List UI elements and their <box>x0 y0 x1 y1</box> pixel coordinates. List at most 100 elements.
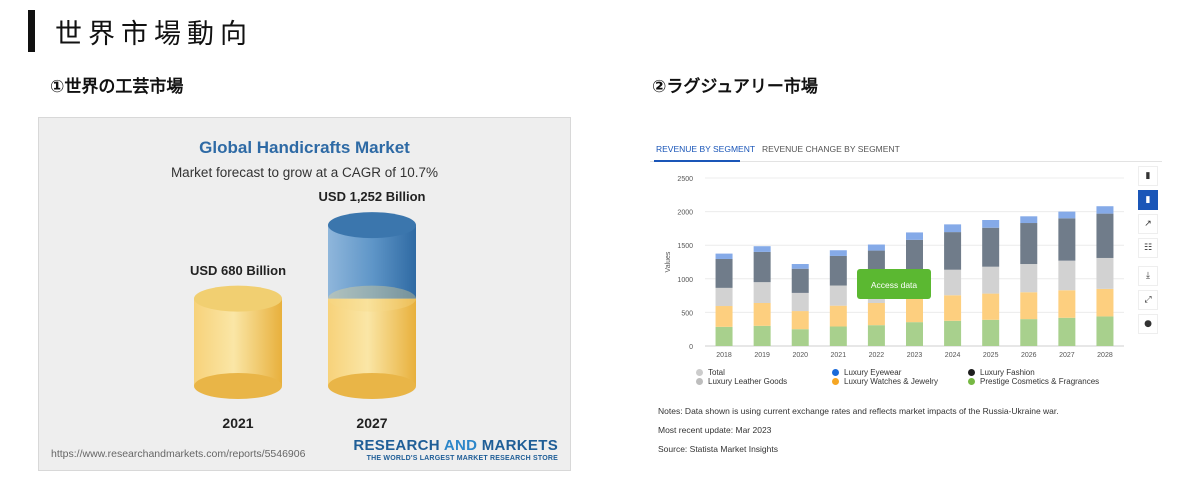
x-tick-label: 2027 <box>1059 352 1075 359</box>
bar-segment-2028 <box>1096 316 1114 346</box>
bar-segment-2028 <box>1096 206 1114 214</box>
bar-segment-2028 <box>1096 257 1114 289</box>
bar-segment-2021 <box>829 255 847 286</box>
column-chart-icon[interactable]: ▮ <box>1138 166 1158 186</box>
info-icon[interactable]: ● <box>1138 314 1158 334</box>
bar-segment-2019 <box>753 325 771 346</box>
value-label-2021: USD 680 Billion <box>189 262 287 278</box>
legend-dot <box>696 369 703 376</box>
x-tick-label: 2024 <box>945 352 961 359</box>
legend-label: Luxury Fashion <box>980 368 1035 377</box>
value-label-2027: USD 1,252 Billion <box>318 189 426 205</box>
cylinder-bottom-2027 <box>328 373 416 399</box>
bar-segment-2026 <box>1020 216 1038 224</box>
x-tick-label: 2020 <box>792 352 808 359</box>
chart-subtitle: Market forecast to grow at a CAGR of 10.… <box>170 165 439 180</box>
bar-segment-2025 <box>982 220 1000 228</box>
cylinder-seam-2027 <box>328 285 416 312</box>
cylinder-base-2027 <box>328 298 416 386</box>
legend-dot <box>832 369 839 376</box>
bar-segment-2023 <box>906 232 923 240</box>
bar-segment-2024 <box>944 320 962 346</box>
legend-item[interactable]: Prestige Cosmetics & Fragrances <box>968 377 1099 386</box>
chart-title: Global Handicrafts Market <box>199 138 410 157</box>
legend-label: Prestige Cosmetics & Fragrances <box>980 377 1100 386</box>
y-tick-label: 500 <box>681 310 693 317</box>
bar-segment-2027 <box>1058 218 1076 261</box>
handicrafts-chart-panel: Global Handicrafts Market Market forecas… <box>38 117 571 471</box>
access-data-button[interactable] <box>857 269 931 299</box>
bar-segment-2023 <box>906 239 923 275</box>
cylinder-chart <box>194 212 416 399</box>
y-tick-label: 0 <box>689 344 693 351</box>
bar-segment-2023 <box>906 298 923 323</box>
bar-segment-2020 <box>791 292 809 312</box>
luxury-stacked-bar-chart: 0 500 1000 1500 2000 2500 Values 2018 2019 2020 20… <box>665 176 1124 359</box>
legend-item[interactable]: Luxury Fashion <box>968 368 1035 377</box>
tab-revenue-by-segment[interactable]: REVENUE BY SEGMENT <box>656 144 756 154</box>
chart-notes: Notes: Data shown is using current excha… <box>658 402 1059 459</box>
legend-dot <box>968 378 975 385</box>
bar-segment-2019 <box>753 282 771 303</box>
y-tick-label: 2500 <box>677 176 693 183</box>
x-tick-label: 2026 <box>1021 352 1037 359</box>
legend-item[interactable]: Luxury Watches & Jewelry <box>832 377 938 386</box>
bar-segment-2025 <box>982 319 1000 346</box>
legend-item[interactable]: Luxury Leather Goods <box>696 377 787 386</box>
cylinder-bottom-2021 <box>194 373 282 399</box>
line-chart-icon[interactable]: ↗ <box>1138 214 1158 234</box>
table-icon[interactable]: ☷ <box>1138 238 1158 258</box>
x-tick-label: 2022 <box>869 352 885 359</box>
bar-segment-2018 <box>715 258 733 288</box>
segment-tabs: REVENUE BY SEGMENT REVENUE CHANGE BY SEG… <box>650 140 1162 162</box>
bar-segment-2023 <box>906 322 923 346</box>
bar-segment-2018 <box>715 253 733 259</box>
download-icon[interactable]: ⤓ <box>1138 266 1158 286</box>
section-title-handicrafts: ①世界の工芸市場 <box>50 77 184 97</box>
legend-label: Total <box>708 368 725 377</box>
bar-segment-2027 <box>1058 211 1076 219</box>
bar-segment-2018 <box>715 326 733 346</box>
access-data-label: Access data <box>871 280 918 290</box>
note-source: Source: Statista Market Insights <box>658 444 778 454</box>
bar-chart-icon[interactable]: ▮ <box>1138 190 1158 210</box>
fullscreen-icon[interactable]: ⤢ <box>1138 290 1158 310</box>
x-tick-label: 2025 <box>983 352 999 359</box>
cylinder-base-2021 <box>194 298 282 386</box>
bar-segment-2020 <box>791 311 809 330</box>
bar-segment-2019 <box>753 302 771 326</box>
y-tick-label: 1500 <box>677 243 693 250</box>
bar-segment-2025 <box>982 293 1000 320</box>
bar-segment-2021 <box>829 305 847 327</box>
bar-segment-2027 <box>1058 260 1076 291</box>
bar-segment-2025 <box>982 266 1000 294</box>
bar-segment-2028 <box>1096 288 1114 317</box>
x-tick-label: 2019 <box>754 352 770 359</box>
active-tab-indicator <box>654 160 740 162</box>
bar-segment-2026 <box>1020 319 1038 346</box>
bar-segment-2024 <box>944 269 962 296</box>
bar-segment-2024 <box>944 295 962 321</box>
bar-segment-2026 <box>1020 292 1038 320</box>
legend-dot <box>968 369 975 376</box>
chart-toolbar: ▮ ▮ ↗ ☷ ⤓ ⤢ ● <box>1138 166 1158 338</box>
page-header: 世界市場動向 <box>28 10 253 52</box>
bar-segment-2027 <box>1058 317 1076 346</box>
legend-dot <box>832 378 839 385</box>
bar-segment-2021 <box>829 285 847 306</box>
year-label-2027: 2027 <box>356 415 388 431</box>
tab-revenue-change-by-segment[interactable]: REVENUE CHANGE BY SEGMENT <box>762 144 900 154</box>
legend-item[interactable]: Luxury Eyewear <box>832 368 901 377</box>
bar-segment-2028 <box>1096 213 1114 258</box>
note-update: Most recent update: Mar 2023 <box>658 425 772 435</box>
legend-item[interactable]: Total <box>696 368 725 377</box>
bar-segment-2021 <box>829 250 847 256</box>
y-axis-label: Values <box>665 251 672 272</box>
bar-segment-2018 <box>715 306 733 327</box>
bar-segment-2024 <box>944 232 962 270</box>
bar-segment-2020 <box>791 268 809 293</box>
legend-label: Luxury Eyewear <box>844 368 902 377</box>
bar-segment-2026 <box>1020 264 1038 293</box>
note-data: Notes: Data shown is using current excha… <box>658 406 1059 416</box>
page-title: 世界市場動向 <box>55 18 253 50</box>
